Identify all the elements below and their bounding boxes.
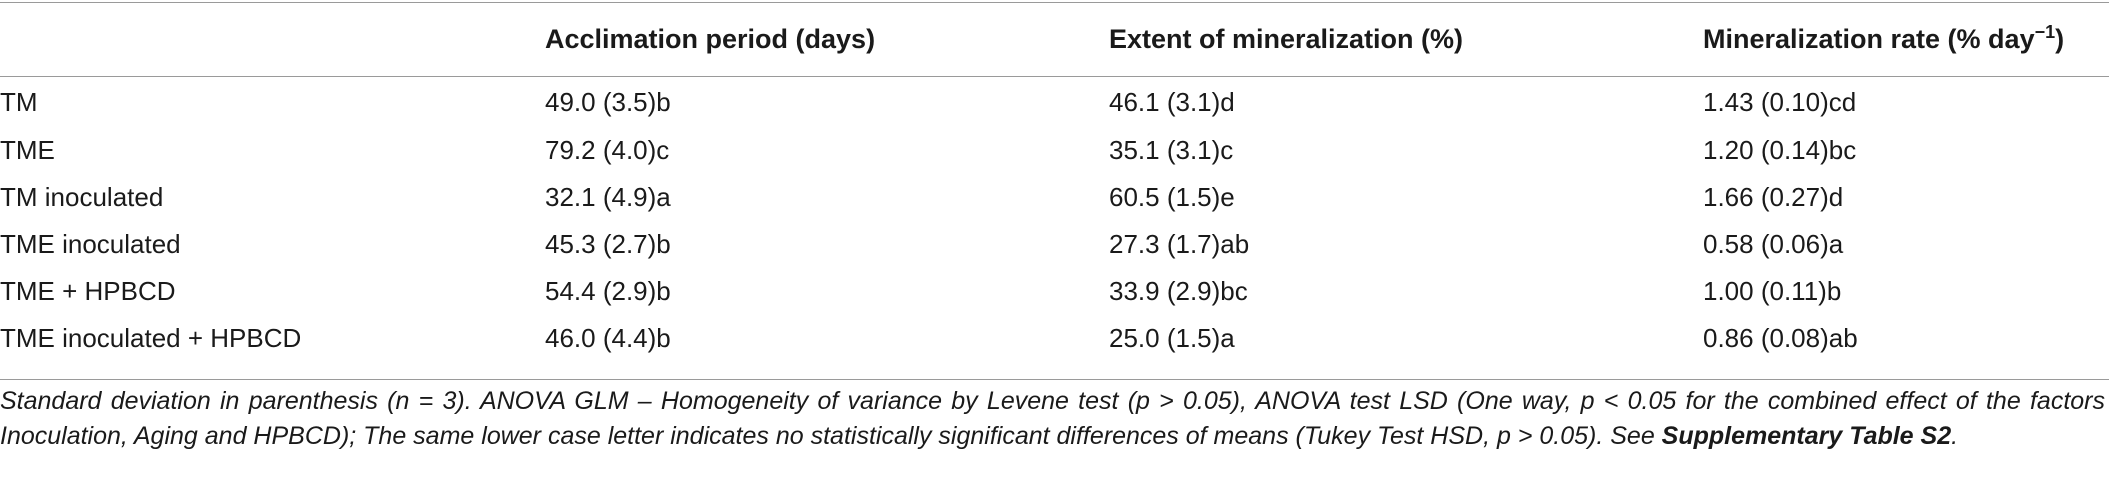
cell-acclimation: 54.4 (2.9)b <box>545 276 671 306</box>
table-row: TME 79.2 (4.0)c 35.1 (3.1)c 1.20 (0.14)b… <box>0 127 2109 174</box>
cell-extent: 46.1 (3.1)d <box>1109 87 1235 117</box>
cell-rate: 1.00 (0.11)b <box>1703 276 1842 306</box>
top-rule <box>0 2 2109 3</box>
cell-rate: 1.20 (0.14)bc <box>1703 135 1857 165</box>
header-mineralization-rate-label: Mineralization rate (% day <box>1703 24 2035 54</box>
header-treatment <box>0 3 545 76</box>
cell-extent: 35.1 (3.1)c <box>1109 135 1234 165</box>
header-rule <box>0 76 2109 77</box>
header-acclimation-period: Acclimation period (days) <box>545 24 876 54</box>
cell-treatment: TM <box>0 87 38 117</box>
cell-rate: 1.43 (0.10)cd <box>1703 87 1857 117</box>
bottom-rule <box>0 379 2109 380</box>
cell-treatment: TME <box>0 135 55 165</box>
cell-extent: 33.9 (2.9)bc <box>1109 276 1248 306</box>
cell-rate: 0.58 (0.06)a <box>1703 229 1844 259</box>
table-row: TM 49.0 (3.5)b 46.1 (3.1)d 1.43 (0.10)cd <box>0 76 2109 127</box>
supplementary-table-reference: Supplementary Table S2 <box>1661 422 1952 450</box>
header-row: Acclimation period (days) Extent of mine… <box>0 3 2109 76</box>
table-row: TME + HPBCD 54.4 (2.9)b 33.9 (2.9)bc 1.0… <box>0 268 2109 315</box>
cell-rate: 0.86 (0.08)ab <box>1703 323 1858 353</box>
table-row: TM inoculated 32.1 (4.9)a 60.5 (1.5)e 1.… <box>0 174 2109 221</box>
cell-extent: 25.0 (1.5)a <box>1109 323 1235 353</box>
header-mineralization-rate: Mineralization rate (% day−1) <box>1703 3 2109 76</box>
cell-acclimation: 49.0 (3.5)b <box>545 87 671 117</box>
table-row: TME inoculated + HPBCD 46.0 (4.4)b 25.0 … <box>0 315 2109 362</box>
cell-treatment: TM inoculated <box>0 182 164 212</box>
footnote-end: . <box>1951 422 1959 450</box>
table-footnote: Standard deviation in parenthesis (n = 3… <box>0 384 2105 454</box>
header-rate-superscript: −1 <box>2034 22 2056 42</box>
cell-rate: 1.66 (0.27)d <box>1703 182 1844 212</box>
cell-treatment: TME inoculated + HPBCD <box>0 323 302 353</box>
footnote-text: Standard deviation in parenthesis (n = 3… <box>0 387 2105 450</box>
cell-extent: 60.5 (1.5)e <box>1109 182 1235 212</box>
cell-extent: 27.3 (1.7)ab <box>1109 229 1250 259</box>
data-table: Acclimation period (days) Extent of mine… <box>0 3 2109 362</box>
cell-treatment: TME + HPBCD <box>0 276 176 306</box>
header-rate-close-paren: ) <box>2055 24 2065 54</box>
cell-treatment: TME inoculated <box>0 229 181 259</box>
cell-acclimation: 46.0 (4.4)b <box>545 323 671 353</box>
cell-acclimation: 79.2 (4.0)c <box>545 135 670 165</box>
cell-acclimation: 32.1 (4.9)a <box>545 182 671 212</box>
table-row: TME inoculated 45.3 (2.7)b 27.3 (1.7)ab … <box>0 221 2109 268</box>
header-extent-of-mineralization: Extent of mineralization (%) <box>1109 24 1464 54</box>
cell-acclimation: 45.3 (2.7)b <box>545 229 671 259</box>
